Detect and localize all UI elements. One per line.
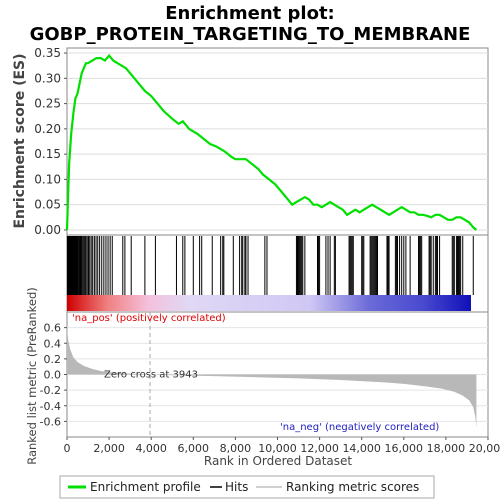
rank-x-tick-label: 0 bbox=[64, 442, 71, 455]
ranking-heat-bar bbox=[67, 295, 471, 311]
legend-box bbox=[59, 475, 435, 499]
pos-class-label: 'na_pos' (positively correlated) bbox=[72, 313, 226, 324]
es-tick-label: 0.05 bbox=[34, 198, 61, 212]
es-y-axis-label: Enrichment score (ES) bbox=[12, 53, 28, 228]
legend-metric-label: Ranking metric scores bbox=[286, 480, 419, 494]
es-tick-label: 0.10 bbox=[34, 172, 61, 186]
chart-subtitle: GOBP_PROTEIN_TARGETING_TO_MEMBRANE bbox=[30, 24, 471, 45]
rank-x-tick-label: 16,000 bbox=[385, 442, 424, 455]
rank-x-tick-label: 10,000 bbox=[258, 442, 297, 455]
rank-x-tick-label: 14,000 bbox=[342, 442, 381, 455]
es-tick-label: 0.00 bbox=[34, 223, 61, 237]
es-gridlines bbox=[67, 52, 488, 231]
rank-x-tick-label: 2,000 bbox=[93, 442, 125, 455]
rank-x-tick-label: 18,000 bbox=[427, 442, 466, 455]
rank-tick-label: 0.6 bbox=[44, 322, 62, 335]
legend-es-label: Enrichment profile bbox=[90, 480, 201, 494]
es-panel-frame bbox=[66, 47, 489, 236]
rank-y-axis-label: Ranked list metric (PreRanked) bbox=[25, 287, 39, 465]
es-tick-label: 0.30 bbox=[34, 71, 61, 85]
zero-cross-label: Zero cross at 3943 bbox=[104, 370, 198, 381]
rank-tick-label: -0.4 bbox=[40, 400, 61, 413]
rank-tick-label: -0.2 bbox=[40, 384, 61, 397]
rank-tick-label: 0.0 bbox=[44, 369, 62, 382]
es-y-ticks: 0.00 0.05 0.10 0.15 0.20 0.25 0.30 0.35 bbox=[34, 46, 67, 237]
rank-x-axis-label: Rank in Ordered Dataset bbox=[204, 454, 352, 468]
es-tick-label: 0.20 bbox=[34, 122, 61, 136]
rank-x-tick-label: 4,000 bbox=[135, 442, 167, 455]
rank-y-ticks: 0.6 0.4 0.2 0.0 -0.2 -0.4 -0.6 bbox=[40, 322, 67, 428]
es-tick-label: 0.25 bbox=[34, 97, 61, 111]
es-tick-label: 0.15 bbox=[34, 147, 61, 161]
chart-title: Enrichment plot: bbox=[165, 3, 335, 24]
es-series-line bbox=[65, 53, 478, 231]
neg-class-label: 'na_neg' (negatively correlated) bbox=[280, 422, 439, 433]
rank-x-ticks: 0 2,000 4,000 6,000 8,000 10,000 12,000 14,000 1… bbox=[64, 437, 500, 455]
metric-area bbox=[67, 326, 477, 428]
rank-tick-label: -0.6 bbox=[40, 415, 61, 428]
es-tick-label: 0.35 bbox=[34, 46, 61, 60]
hit-markers bbox=[66, 236, 474, 295]
rank-tick-label: 0.4 bbox=[44, 337, 62, 350]
rank-x-tick-label: 6,000 bbox=[178, 442, 210, 455]
rank-x-tick-label: 20,000 bbox=[469, 442, 500, 455]
rank-x-tick-label: 12,000 bbox=[300, 442, 339, 455]
legend-hits-label: Hits bbox=[225, 480, 248, 494]
rank-x-tick-label: 8,000 bbox=[220, 442, 252, 455]
rank-tick-label: 0.2 bbox=[44, 353, 62, 366]
